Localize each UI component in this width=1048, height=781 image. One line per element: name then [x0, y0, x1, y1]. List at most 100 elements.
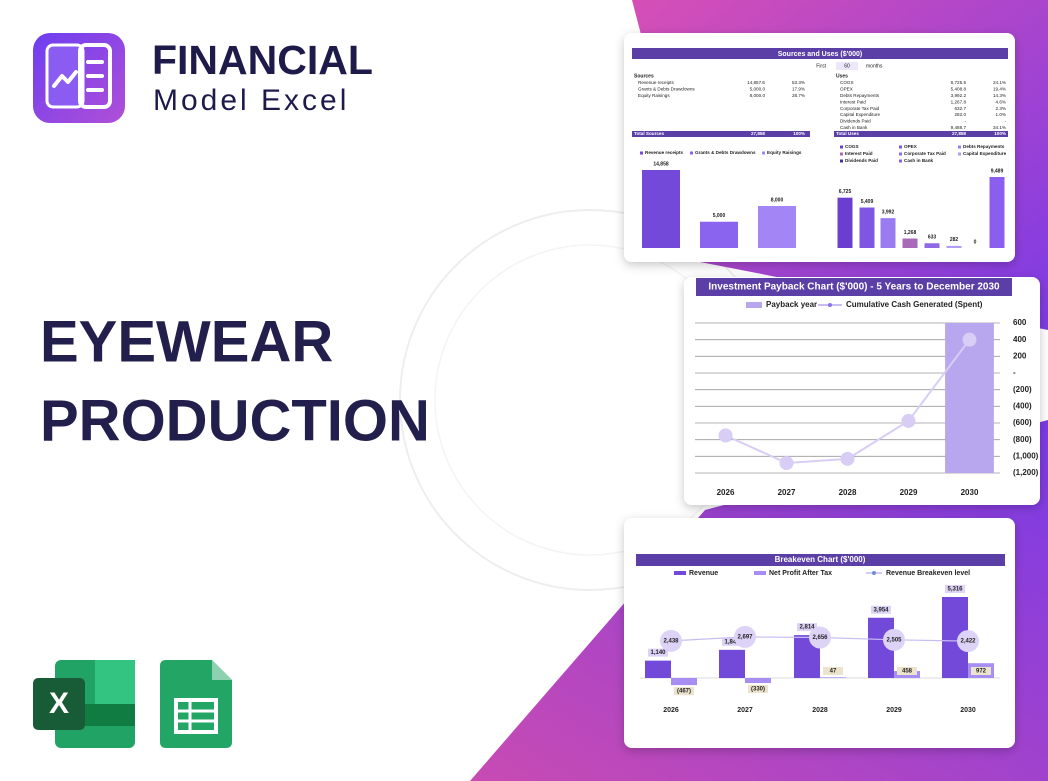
- bar: [880, 218, 896, 248]
- legend-swatch: [840, 159, 843, 163]
- sheets-grid: [174, 698, 218, 734]
- x-tick-label: 2028: [812, 707, 828, 714]
- legend-swatch: [640, 151, 643, 155]
- bar-label: 633: [928, 235, 937, 241]
- row-name: Dividends Paid: [840, 119, 871, 124]
- label-bg: [823, 667, 843, 675]
- x-tick-label: 2029: [900, 488, 918, 497]
- period-unit: months: [866, 63, 883, 69]
- bar: [758, 206, 796, 248]
- y-tick-label: 200: [1013, 351, 1027, 360]
- bar: [700, 221, 738, 248]
- y-tick-label: (1,000): [1013, 451, 1039, 460]
- legend-label: Net Profit After Tax: [769, 570, 832, 577]
- legend-label: Payback year: [766, 300, 817, 309]
- legend-swatch: [840, 145, 843, 149]
- label-bg: [897, 667, 917, 675]
- breakeven-label: 2,697: [737, 634, 753, 640]
- y-tick-label: (400): [1013, 401, 1032, 410]
- excel-letter: X: [49, 687, 69, 720]
- cash-marker: [840, 451, 855, 466]
- row-name: Corporate Tax Paid: [840, 106, 880, 111]
- bar: [837, 197, 853, 248]
- legend-label: Revenue receipts: [645, 150, 683, 155]
- label-bg: [971, 667, 991, 675]
- total-cell: 27,858: [751, 131, 765, 136]
- y-tick-label: (800): [1013, 435, 1032, 444]
- x-tick-label: 2028: [839, 488, 857, 497]
- row-value: 1,267.8: [951, 99, 967, 104]
- row-value: 6,725.5: [951, 80, 967, 85]
- cash-marker: [779, 456, 794, 470]
- period-box: [836, 62, 858, 70]
- label-bg: [797, 623, 817, 632]
- row-name: Interest Paid: [840, 99, 866, 104]
- headline-line: PRODUCTION: [40, 388, 430, 453]
- row-share: 4.6%: [996, 99, 1006, 104]
- bar-label: 1,848: [724, 639, 740, 645]
- headline-line: EYEWEAR: [40, 309, 333, 374]
- table-header: Sources: [634, 73, 654, 79]
- logo-trend: [52, 70, 78, 88]
- row-share: 17.9%: [792, 87, 805, 92]
- breakeven-label: 2,505: [886, 637, 902, 643]
- legend-swatch: [899, 145, 902, 149]
- period-label: First: [816, 63, 826, 69]
- row-share: 14.3%: [993, 93, 1006, 98]
- bar: [859, 207, 875, 248]
- row-value: 5,000.0: [750, 87, 766, 92]
- bar-label: 3,992: [882, 209, 895, 215]
- bar-label: 3,954: [873, 607, 889, 613]
- cash-marker: [901, 413, 916, 428]
- period-value: 60: [844, 63, 850, 69]
- row-share: 53.3%: [792, 80, 805, 85]
- bar: [924, 243, 940, 248]
- brand-tagline: Model Excel: [153, 84, 349, 117]
- bar-label: 0: [974, 239, 977, 245]
- row-share: 19.4%: [993, 87, 1006, 92]
- row-value: 8,000.0: [750, 93, 766, 98]
- label-bg: [648, 648, 668, 657]
- total-cell: Total Sources: [634, 131, 664, 136]
- breakeven-label: 2,438: [663, 638, 679, 644]
- row-value: 3,992.2: [951, 93, 967, 98]
- row-name: OPEX: [840, 87, 853, 92]
- row-share: 1.0%: [996, 112, 1006, 117]
- revenue-bar: [719, 649, 745, 678]
- payback-bar: [945, 323, 994, 473]
- bar-label: 9,489: [991, 168, 1004, 174]
- label-bg: [722, 637, 742, 646]
- breakeven-marker: [883, 628, 905, 651]
- row-value: -: [964, 119, 966, 124]
- bar-label: 1,268: [904, 230, 917, 236]
- row-value: 14,857.6: [747, 80, 765, 85]
- breakeven-marker: [734, 625, 756, 648]
- total-cell: 27,858: [952, 131, 966, 136]
- excel-sheet: [95, 660, 135, 704]
- label-bg: [871, 605, 891, 614]
- legend-marker: [872, 571, 876, 575]
- row-name: Capital Expenditure: [840, 112, 881, 117]
- bar: [642, 170, 680, 248]
- x-tick-label: 2026: [717, 488, 735, 497]
- row-value: 5,408.8: [951, 87, 967, 92]
- title-bar: [636, 554, 1005, 566]
- x-tick-label: 2029: [886, 707, 902, 714]
- row-value: 9,488.7: [951, 125, 967, 130]
- legend-label: Revenue: [689, 570, 718, 577]
- bar-label: 972: [976, 669, 987, 675]
- y-tick-label: (600): [1013, 418, 1032, 427]
- legend-label: Cumulative Cash Generated (Spent): [846, 300, 983, 309]
- legend-label: Corporate Tax Paid: [904, 151, 946, 156]
- breakeven-marker: [660, 629, 682, 652]
- total-bar: [632, 131, 810, 137]
- row-name: Revenue receipts: [638, 80, 674, 85]
- y-tick-label: 600: [1013, 318, 1027, 327]
- bar: [902, 238, 918, 248]
- bar: [989, 177, 1005, 248]
- profit-bar: [820, 677, 846, 678]
- row-name: COGS: [840, 80, 854, 85]
- excel-badge: [33, 678, 85, 730]
